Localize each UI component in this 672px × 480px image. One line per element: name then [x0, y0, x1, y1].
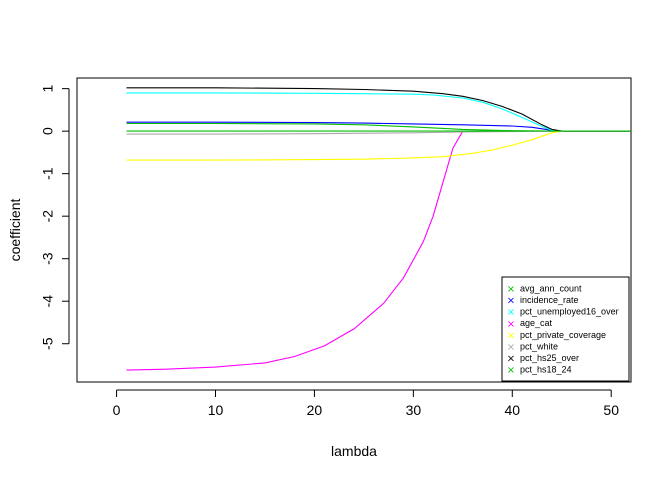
plot-frame	[76, 77, 632, 383]
x-tick-label: 30	[406, 402, 422, 418]
legend-label: incidence_rate	[520, 295, 579, 305]
legend-label: avg_ann_count	[520, 283, 582, 293]
legend-marker: ×	[507, 330, 515, 341]
series-lines	[126, 87, 631, 371]
y-tick-label: -2	[40, 210, 56, 223]
series-line-age_cat	[126, 130, 631, 371]
y-tick-label: 0	[40, 127, 56, 135]
x-tick-label: 20	[307, 402, 323, 418]
x-tick-label: 10	[208, 402, 224, 418]
legend-marker: ×	[507, 296, 515, 307]
legend-marker: ×	[507, 354, 515, 365]
legend-label: pct_hs18_24	[520, 365, 572, 375]
legend-marker: ×	[507, 307, 515, 318]
x-axis-label: lambda	[331, 443, 377, 459]
y-tick-label: 1	[40, 85, 56, 93]
y-axis: 1 0 -1 -2 -3 -4 -5	[40, 85, 70, 350]
x-tick-label: 0	[113, 402, 121, 418]
legend-label: pct_unemployed16_over	[520, 307, 619, 317]
y-tick-label: -1	[40, 167, 56, 180]
legend-marker: ×	[507, 284, 515, 295]
legend-label: pct_white	[520, 341, 558, 351]
x-tick-label: 40	[504, 402, 520, 418]
y-axis-label: coefficient	[7, 198, 23, 261]
y-tick-label: -5	[40, 337, 56, 350]
series-line-pct_hs25_over	[126, 87, 631, 132]
y-tick-label: -4	[40, 295, 56, 308]
legend-marker: ×	[507, 365, 515, 376]
series-line-pct_unemployed16_over	[126, 92, 631, 132]
legend-marker: ×	[507, 319, 515, 330]
x-tick-label: 50	[603, 402, 619, 418]
series-line-pct_private_coverage	[126, 130, 631, 161]
x-axis: 0 10 20 30 40 50	[113, 389, 619, 418]
legend-label: pct_hs25_over	[520, 353, 579, 363]
legend: × avg_ann_count × incidence_rate × pct_unempl…	[501, 276, 630, 382]
y-tick-label: -3	[40, 252, 56, 265]
legend-box	[501, 276, 630, 382]
legend-marker: ×	[507, 342, 515, 353]
legend-label: pct_private_coverage	[520, 330, 606, 340]
legend-label: age_cat	[520, 318, 553, 328]
